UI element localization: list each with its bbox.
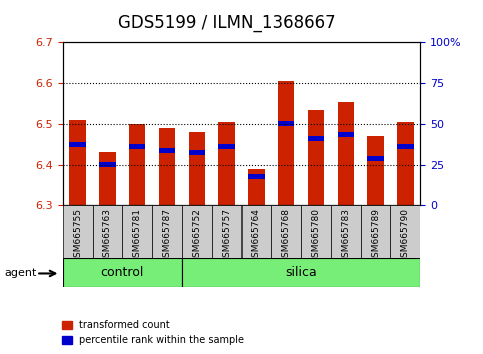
Bar (129, 144, 145, 149)
Bar (189, 150, 205, 155)
Bar (182, 205, 212, 258)
Bar (397, 144, 413, 149)
Bar (159, 128, 175, 205)
Bar (278, 81, 294, 205)
Bar (218, 144, 235, 149)
Bar (63, 258, 182, 287)
Bar (301, 205, 331, 258)
Bar (338, 132, 354, 137)
Bar (361, 205, 390, 258)
Text: GSM665789: GSM665789 (371, 208, 380, 263)
Text: GSM665757: GSM665757 (222, 208, 231, 263)
Text: GSM665763: GSM665763 (103, 208, 112, 263)
Text: GSM665764: GSM665764 (252, 208, 261, 263)
Text: GSM665790: GSM665790 (401, 208, 410, 263)
Bar (182, 258, 420, 287)
Bar (93, 205, 122, 258)
Bar (152, 205, 182, 258)
Bar (308, 110, 324, 205)
Bar (212, 205, 242, 258)
Bar (368, 136, 384, 205)
Bar (390, 205, 420, 258)
Bar (368, 156, 384, 161)
Bar (308, 136, 324, 141)
Bar (271, 205, 301, 258)
Bar (278, 121, 294, 126)
Bar (331, 205, 361, 258)
Bar (70, 142, 86, 147)
Bar (122, 205, 152, 258)
Text: GSM665787: GSM665787 (163, 208, 171, 263)
Bar (99, 162, 115, 167)
Bar (129, 124, 145, 205)
Text: GSM665780: GSM665780 (312, 208, 320, 263)
Bar (248, 175, 265, 179)
Text: control: control (100, 266, 144, 279)
Text: GDS5199 / ILMN_1368667: GDS5199 / ILMN_1368667 (118, 14, 336, 32)
Bar (397, 122, 413, 205)
Bar (242, 205, 271, 258)
Bar (338, 102, 354, 205)
Bar (99, 153, 115, 205)
Text: GSM665781: GSM665781 (133, 208, 142, 263)
Bar (248, 169, 265, 205)
Bar (159, 148, 175, 153)
Text: GSM665768: GSM665768 (282, 208, 291, 263)
Text: GSM665783: GSM665783 (341, 208, 350, 263)
Legend: transformed count, percentile rank within the sample: transformed count, percentile rank withi… (58, 316, 248, 349)
Bar (218, 122, 235, 205)
Bar (189, 132, 205, 205)
Bar (63, 205, 93, 258)
Text: agent: agent (5, 268, 37, 278)
Text: GSM665752: GSM665752 (192, 208, 201, 263)
Text: GSM665755: GSM665755 (73, 208, 82, 263)
Text: silica: silica (285, 266, 317, 279)
Bar (70, 120, 86, 205)
